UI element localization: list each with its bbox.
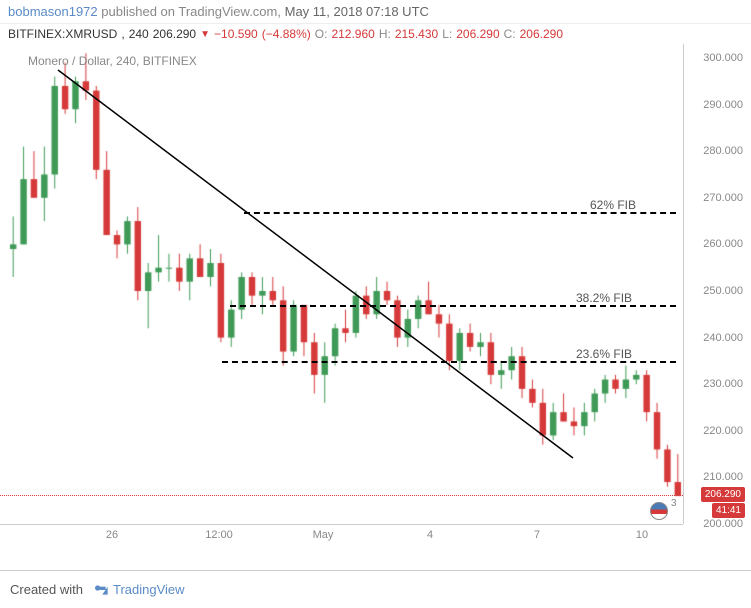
down-arrow-icon: ▼ <box>200 29 210 40</box>
x-tick: 26 <box>106 529 118 541</box>
publish-date: May 11, 2018 07:18 UTC <box>285 4 429 19</box>
y-tick: 220.000 <box>703 425 743 437</box>
x-tick: 7 <box>534 529 540 541</box>
x-axis: 26 12:00 May 4 7 10 <box>0 524 683 568</box>
fib-label: 62% FIB <box>590 198 636 212</box>
x-tick: May <box>313 529 334 541</box>
username[interactable]: bobmason1972 <box>8 4 98 19</box>
ticker-row: BITFINEX:XMRUSD, 240 206.290 ▼ −10.590 (… <box>0 24 751 44</box>
change: −10.590 <box>214 27 258 41</box>
chart-area[interactable]: Monero / Dollar, 240, BITFINEX 62% FIB 38… <box>0 44 751 568</box>
y-tick: 270.000 <box>703 192 743 204</box>
chart-title: Monero / Dollar, 240, BITFINEX <box>28 54 197 68</box>
y-tick: 230.000 <box>703 378 743 390</box>
header: bobmason1972 published on TradingView.co… <box>0 0 751 24</box>
o-value: 212.960 <box>331 27 374 41</box>
price-tag: 206.290 <box>701 487 745 502</box>
symbol[interactable]: BITFINEX:XMRUSD <box>8 27 117 41</box>
change-pct: (−4.88%) <box>262 27 311 41</box>
candlestick-canvas[interactable] <box>0 44 683 524</box>
h-value: 215.430 <box>395 27 438 41</box>
tradingview-link[interactable]: TradingView <box>113 582 185 597</box>
fib-label: 23.6% FIB <box>576 347 632 361</box>
y-tick: 210.000 <box>703 471 743 483</box>
tradingview-icon <box>93 582 109 598</box>
x-tick: 4 <box>427 529 433 541</box>
last-price: 206.290 <box>153 27 196 41</box>
h-label: H: <box>379 27 391 41</box>
y-tick: 280.000 <box>703 145 743 157</box>
timeframe: 240 <box>129 27 149 41</box>
l-label: L: <box>442 27 452 41</box>
y-tick: 300.000 <box>703 52 743 64</box>
fib-line[interactable] <box>244 212 676 214</box>
x-tick: 12:00 <box>205 529 233 541</box>
fib-label: 38.2% FIB <box>576 291 632 305</box>
o-label: O: <box>315 27 328 41</box>
y-axis: 206.290 41:41 200.000210.000220.000230.0… <box>683 44 751 524</box>
published-label: published on TradingView.com, <box>101 4 281 19</box>
y-tick: 290.000 <box>703 99 743 111</box>
y-tick: 260.000 <box>703 238 743 250</box>
c-value: 206.290 <box>520 27 563 41</box>
footer: Created with TradingView <box>0 570 751 608</box>
current-price-line <box>0 495 683 496</box>
flag-icon <box>650 502 668 520</box>
countdown-tag: 41:41 <box>712 503 745 518</box>
c-label: C: <box>504 27 516 41</box>
count-badge: 3 <box>671 498 677 509</box>
created-with-label: Created with <box>10 582 83 597</box>
y-tick: 250.000 <box>703 285 743 297</box>
fib-line[interactable] <box>222 361 676 363</box>
y-tick: 200.000 <box>703 518 743 530</box>
y-tick: 240.000 <box>703 332 743 344</box>
x-tick: 10 <box>636 529 648 541</box>
l-value: 206.290 <box>456 27 499 41</box>
fib-line[interactable] <box>230 305 676 307</box>
